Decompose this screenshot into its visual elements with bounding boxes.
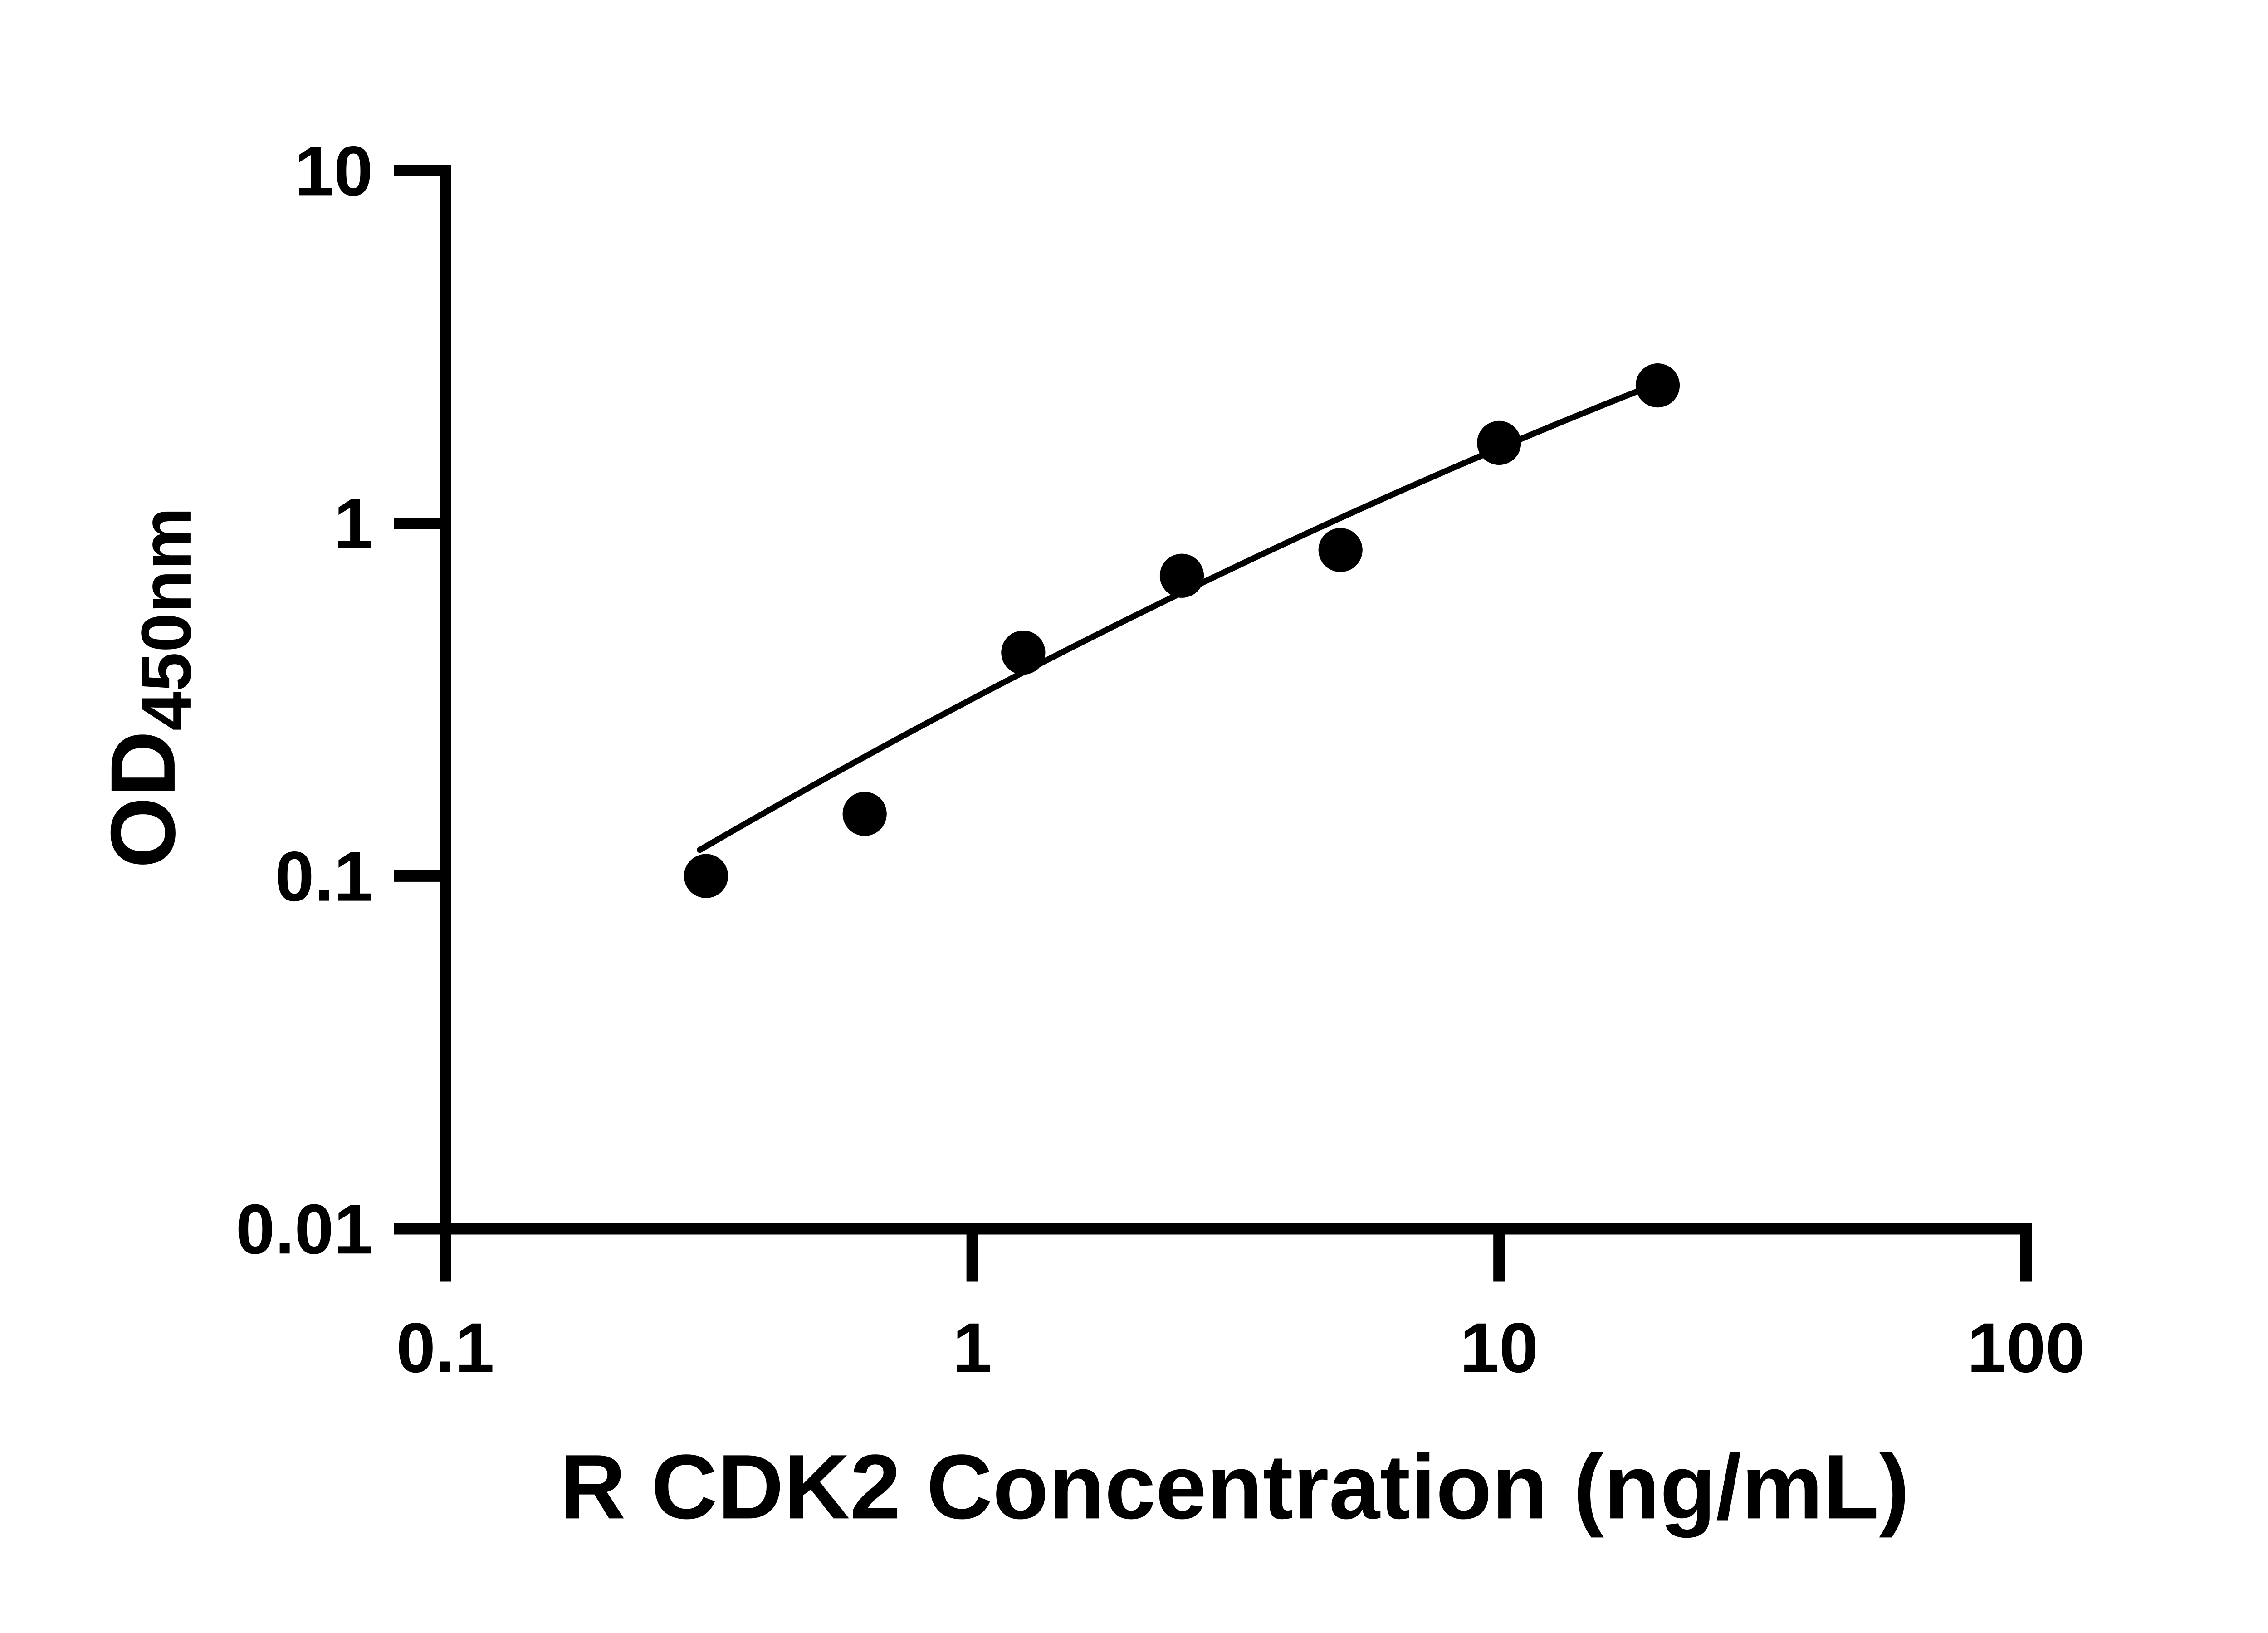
axis-tick-labels: 0.01 0.1 1 10 0.1 1 10 100	[236, 131, 2085, 1387]
data-point	[684, 854, 728, 898]
x-tick-label: 1	[953, 1308, 992, 1387]
data-point	[1001, 631, 1046, 675]
x-tick-label: 10	[1460, 1308, 1538, 1387]
axis-ticks	[394, 165, 2032, 1282]
x-tick-label: 0.1	[396, 1308, 494, 1387]
data-point	[1159, 553, 1204, 598]
y-axis-title-subscript: 450nm	[127, 507, 205, 731]
y-axis-title-main: OD	[92, 731, 194, 868]
y-tick-label: 0.01	[236, 1189, 373, 1268]
x-axis-title: R CDK2 Concentration (ng/mL)	[560, 1435, 1910, 1538]
data-point	[1477, 420, 1521, 465]
data-point	[1635, 363, 1680, 408]
y-tick-label: 0.1	[275, 837, 373, 916]
data-point	[1318, 528, 1363, 572]
x-tick-label: 100	[1967, 1308, 2085, 1387]
y-tick-label: 10	[294, 131, 373, 210]
axes	[440, 165, 2032, 1235]
data-point	[842, 792, 887, 836]
data-points-layer	[684, 363, 1680, 898]
y-axis-title: OD450nm	[92, 507, 205, 868]
y-tick-label: 1	[334, 484, 373, 563]
